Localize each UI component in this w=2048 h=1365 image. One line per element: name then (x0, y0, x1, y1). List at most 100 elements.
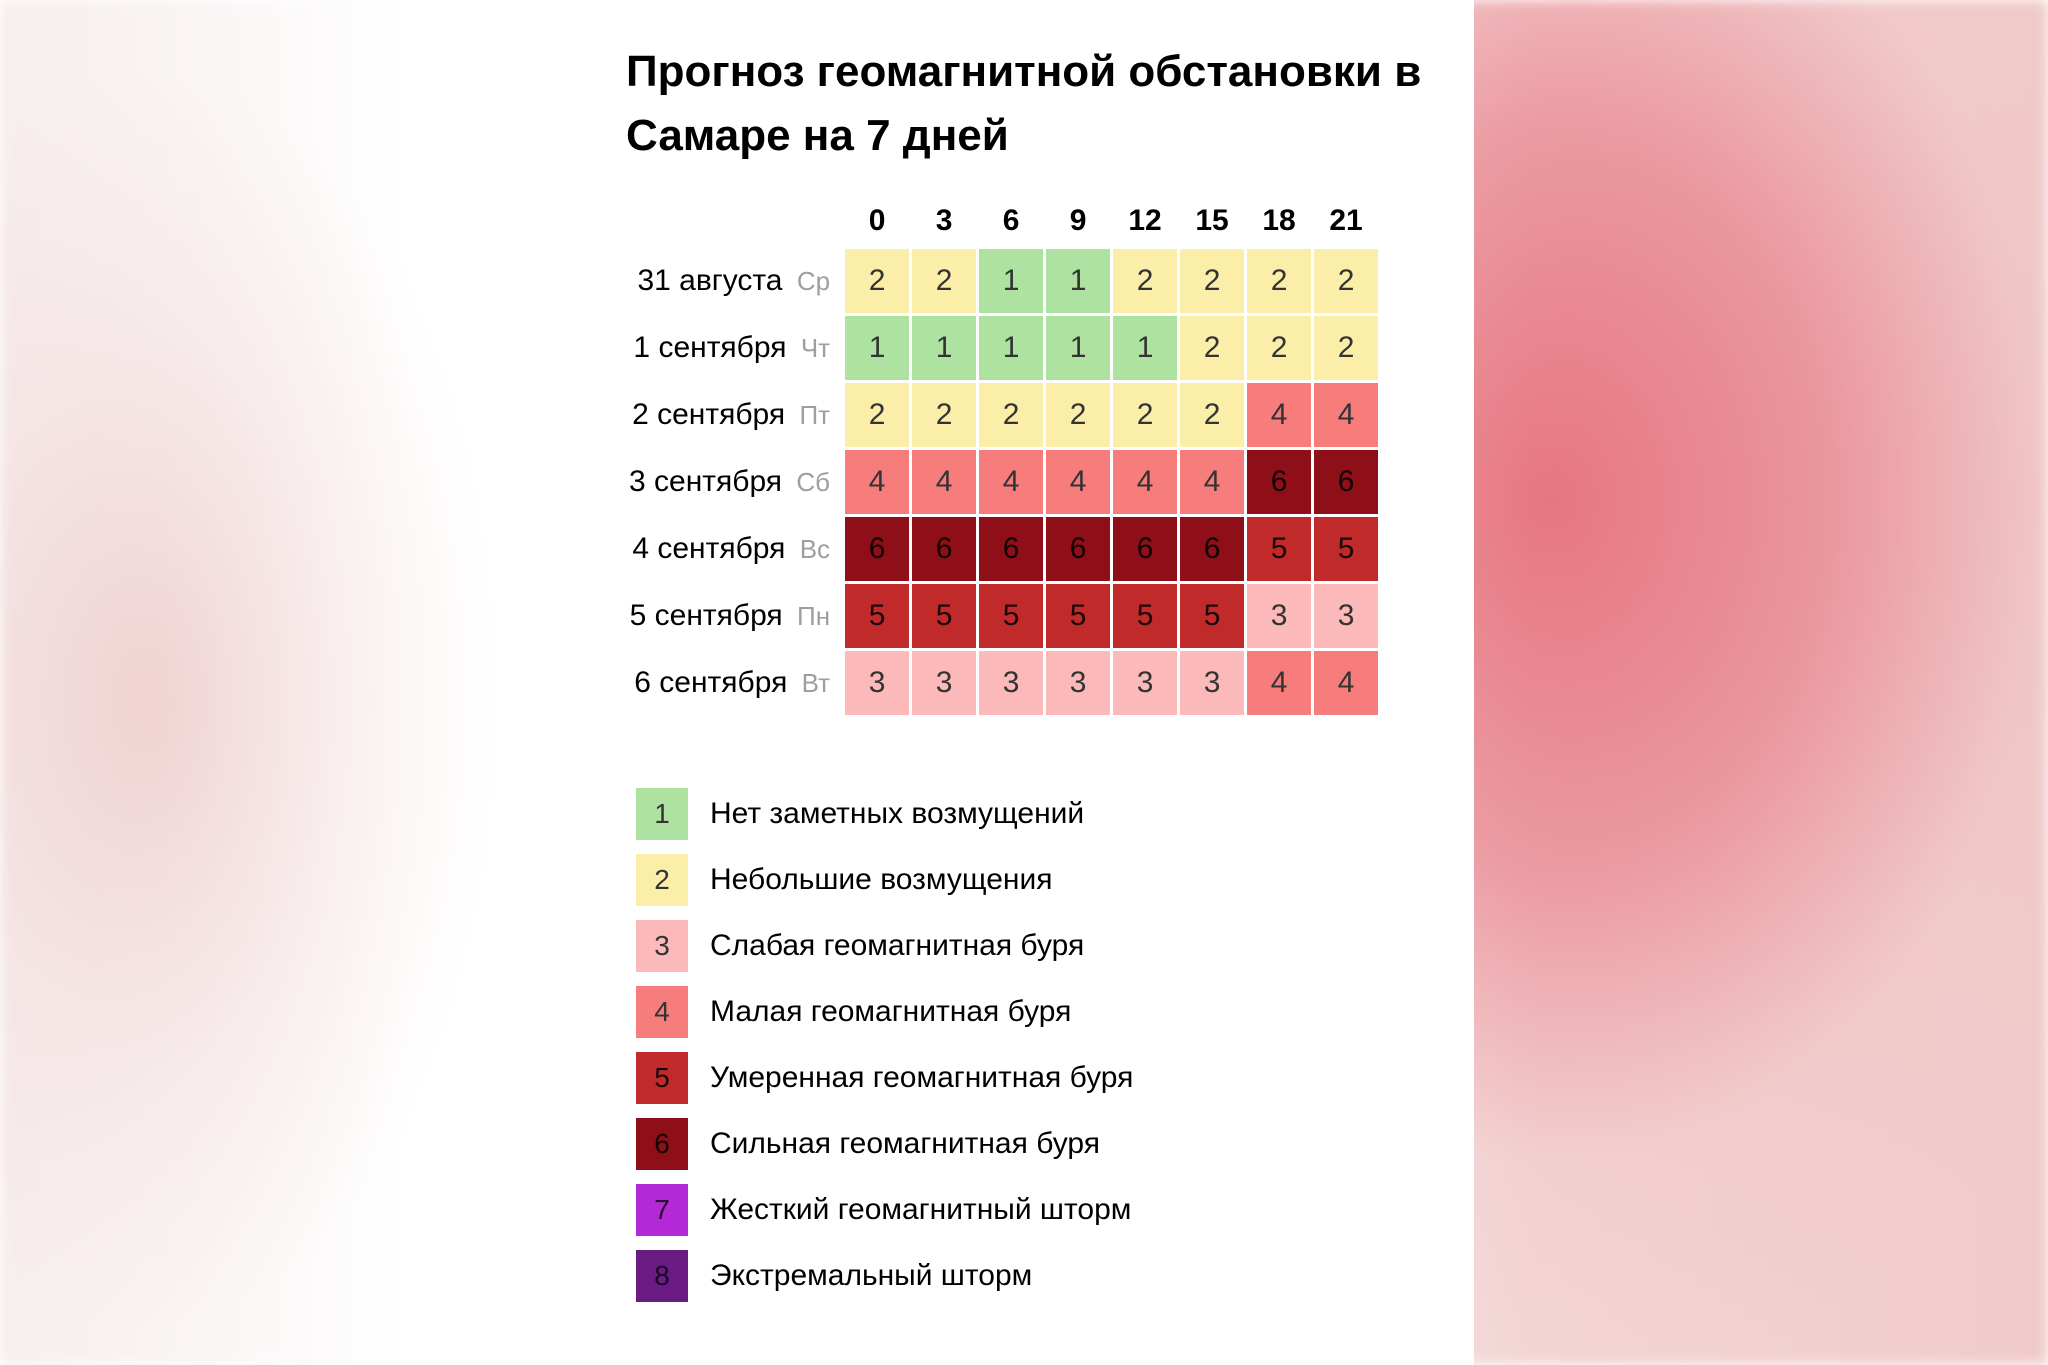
forecast-card: Прогноз геомагнитной обстановки в Самаре… (576, 0, 1474, 1365)
heatmap-cell: 2 (845, 383, 909, 447)
heatmap-cell: 2 (1180, 249, 1244, 313)
heatmap-cell: 3 (1113, 651, 1177, 715)
heatmap-cell: 3 (845, 651, 909, 715)
row-dow: Чт (801, 333, 830, 363)
hour-header: 3 (912, 196, 976, 246)
legend-swatch: 1 (636, 788, 688, 840)
row-dow: Ср (797, 266, 830, 296)
heatmap-cell: 3 (1180, 651, 1244, 715)
legend-row: 6 Сильная геомагнитная буря (636, 1118, 1424, 1170)
heatmap-cell: 5 (1247, 517, 1311, 581)
hour-header: 9 (1046, 196, 1110, 246)
row-date-label: 1 сентября Чт (629, 316, 842, 380)
legend-row: 1 Нет заметных возмущений (636, 788, 1424, 840)
heatmap-cell: 2 (1247, 316, 1311, 380)
heatmap-cell: 2 (979, 383, 1043, 447)
heatmap-cell: 1 (1113, 316, 1177, 380)
legend-label: Нет заметных возмущений (710, 797, 1084, 831)
heatmap-cell: 2 (845, 249, 909, 313)
heatmap-cell: 1 (979, 316, 1043, 380)
legend-swatch: 3 (636, 920, 688, 972)
geomagnetic-heatmap: 036912151821 31 августа Ср221122221 сент… (626, 193, 1381, 718)
legend-label: Малая геомагнитная буря (710, 995, 1071, 1029)
heatmap-row: 31 августа Ср22112222 (629, 249, 1378, 313)
heatmap-row: 1 сентября Чт11111222 (629, 316, 1378, 380)
heatmap-cell: 5 (1046, 584, 1110, 648)
heatmap-cell: 1 (912, 316, 976, 380)
heatmap-cell: 2 (1046, 383, 1110, 447)
heatmap-cell: 3 (1247, 584, 1311, 648)
heatmap-cell: 4 (1046, 450, 1110, 514)
heatmap-row: 2 сентября Пт22222244 (629, 383, 1378, 447)
heatmap-cell: 5 (1113, 584, 1177, 648)
heatmap-cell: 4 (845, 450, 909, 514)
legend-swatch: 2 (636, 854, 688, 906)
heatmap-cell: 6 (979, 517, 1043, 581)
heatmap-cell: 2 (912, 383, 976, 447)
hour-header: 0 (845, 196, 909, 246)
heatmap-cell: 1 (845, 316, 909, 380)
heatmap-row: 5 сентября Пн55555533 (629, 584, 1378, 648)
heatmap-cell: 5 (912, 584, 976, 648)
row-dow: Сб (796, 467, 830, 497)
legend-label: Сильная геомагнитная буря (710, 1127, 1100, 1161)
legend-row: 2 Небольшие возмущения (636, 854, 1424, 906)
row-dow: Вт (802, 668, 830, 698)
heatmap-cell: 5 (845, 584, 909, 648)
heatmap-cell: 3 (1314, 584, 1378, 648)
legend-row: 7Жесткий геомагнитный шторм (636, 1184, 1424, 1236)
heatmap-cell: 2 (1180, 316, 1244, 380)
heatmap-header-row: 036912151821 (629, 196, 1378, 246)
legend-row: 3 Слабая геомагнитная буря (636, 920, 1424, 972)
heatmap-cell: 4 (1314, 383, 1378, 447)
heatmap-cell: 1 (1046, 316, 1110, 380)
heatmap-cell: 6 (1314, 450, 1378, 514)
heatmap-row: 6 сентября Вт33333344 (629, 651, 1378, 715)
row-date-label: 2 сентября Пт (629, 383, 842, 447)
heatmap-cell: 2 (1180, 383, 1244, 447)
heatmap-cell: 4 (1247, 651, 1311, 715)
card-title: Прогноз геомагнитной обстановки в Самаре… (626, 40, 1424, 168)
heatmap-cell: 4 (1180, 450, 1244, 514)
heatmap-cell: 4 (1314, 651, 1378, 715)
legend-label: Умеренная геомагнитная буря (710, 1061, 1133, 1095)
heatmap-cell: 3 (1046, 651, 1110, 715)
legend-swatch: 8 (636, 1250, 688, 1302)
hour-header: 15 (1180, 196, 1244, 246)
heatmap-body: 31 августа Ср221122221 сентября Чт111112… (629, 249, 1378, 715)
legend-label: Небольшие возмущения (710, 863, 1052, 897)
heatmap-cell: 4 (1113, 450, 1177, 514)
legend-row: 4Малая геомагнитная буря (636, 986, 1424, 1038)
heatmap-cell: 2 (1247, 249, 1311, 313)
hour-header: 6 (979, 196, 1043, 246)
legend-row: 8 Экстремальный шторм (636, 1250, 1424, 1302)
hour-header: 12 (1113, 196, 1177, 246)
heatmap-cell: 5 (1180, 584, 1244, 648)
heatmap-row: 4 сентября Вс66666655 (629, 517, 1378, 581)
heatmap-cell: 2 (1113, 383, 1177, 447)
heatmap-cell: 2 (1113, 249, 1177, 313)
heatmap-row: 3 сентября Сб44444466 (629, 450, 1378, 514)
row-dow: Пн (797, 601, 830, 631)
heatmap-cell: 6 (845, 517, 909, 581)
heatmap-cell: 6 (1247, 450, 1311, 514)
heatmap-cell: 6 (1113, 517, 1177, 581)
legend: 1 Нет заметных возмущений 2 Небольшие возму… (636, 788, 1424, 1302)
row-date-label: 3 сентября Сб (629, 450, 842, 514)
heatmap-cell: 4 (979, 450, 1043, 514)
legend-swatch: 5 (636, 1052, 688, 1104)
legend-label: Жесткий геомагнитный шторм (710, 1193, 1131, 1227)
heatmap-cell: 5 (1314, 517, 1378, 581)
legend-swatch: 6 (636, 1118, 688, 1170)
heatmap-cell: 3 (979, 651, 1043, 715)
heatmap-cell: 6 (1046, 517, 1110, 581)
legend-label: Слабая геомагнитная буря (710, 929, 1084, 963)
row-dow: Вс (800, 534, 830, 564)
row-date-label: 4 сентября Вс (629, 517, 842, 581)
heatmap-cell: 2 (1314, 249, 1378, 313)
heatmap-cell: 2 (1314, 316, 1378, 380)
hour-header: 21 (1314, 196, 1378, 246)
legend-label: Экстремальный шторм (710, 1259, 1032, 1293)
heatmap-cell: 5 (979, 584, 1043, 648)
row-dow: Пт (799, 400, 830, 430)
